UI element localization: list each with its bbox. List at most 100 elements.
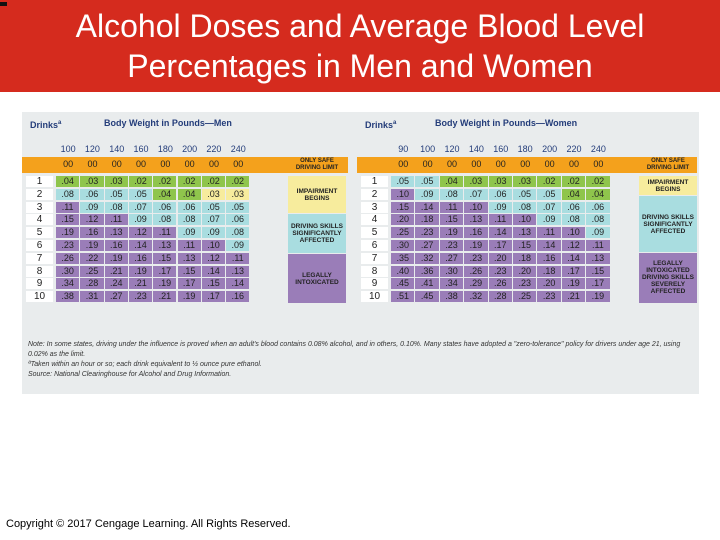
bac-table-panel: Drinksa Body Weight in Pounds—Men 100 120 14… [22,112,699,394]
bac-cell: .23 [464,252,488,264]
category-label: IMPAIRMENT BEGINS [639,176,697,196]
bac-cell: .08 [177,214,201,226]
bac-cell: .10 [561,227,586,239]
bac-cell: .04 [561,188,586,200]
bac-cell: .15 [177,265,201,277]
bac-cell: .02 [128,176,153,187]
title-line-2: Percentages in Men and Women [127,48,593,84]
bac-cell: .17 [561,265,586,277]
weight-value: 100 [60,144,76,154]
weight-value: 180 [157,144,173,154]
drinks-label: Drinks [365,120,394,130]
drink-count: 1 [26,176,53,187]
weight-value: 120 [84,144,100,154]
bac-cell: .02 [153,176,177,187]
bac-cell: .13 [464,214,488,226]
weight-value: 180 [517,144,533,154]
bac-cell: .19 [439,227,464,239]
bac-cell: .02 [177,176,201,187]
bac-cell: .15 [391,201,415,213]
bac-cell: .04 [56,176,80,187]
bac-cell: .11 [104,214,128,226]
bac-cell: .05 [226,201,250,213]
bac-cell: .06 [561,201,586,213]
weight-value: 140 [468,144,484,154]
band-value: 00 [593,159,604,169]
bac-cell: .15 [439,214,464,226]
footnote-text: ªTaken within an hour or so; each drink … [28,361,262,368]
bac-cell: .11 [586,240,610,251]
bac-cell: .09 [201,227,226,239]
bac-cell: .11 [177,240,201,251]
copyright-footer: Copyright © 2017 Cengage Learning. All R… [6,518,291,530]
bac-cell: .08 [586,214,610,226]
drink-count: 2 [361,188,388,200]
category-label: DRIVING SKILLS SIGNIFICANTLY AFFECTED [639,196,697,252]
bac-cell: .23 [56,240,80,251]
bac-cell: .19 [153,278,177,290]
weight-value: 200 [542,144,558,154]
bac-cell: .12 [201,252,226,264]
bac-cell: .41 [415,278,439,290]
band-value: 00 [184,159,195,169]
bac-cell: .09 [80,201,104,213]
bac-cell: .25 [80,265,104,277]
bac-cell: .08 [561,214,586,226]
bac-cell: .07 [128,201,153,213]
bac-cell: .16 [464,227,488,239]
bac-cell: .14 [128,240,153,251]
bac-cell: .07 [537,201,561,213]
bac-cell: .13 [104,227,128,239]
bac-cell: .20 [513,265,537,277]
band-value: 00 [422,159,433,169]
bac-cell: .19 [561,278,586,290]
drink-count: 10 [26,291,53,303]
bac-cell: .45 [391,278,415,290]
bac-cell: .32 [415,252,439,264]
bac-cell: .15 [153,252,177,264]
bac-cell: .32 [464,291,488,303]
bac-cell: .10 [391,188,415,200]
bac-cell: .06 [80,188,104,200]
safe-limit-label: ONLY SAFE DRIVING LIMIT [295,158,339,171]
bac-cell: .05 [104,188,128,200]
band-value: 00 [495,159,506,169]
safe-limit-band: 00 00 00 00 00 00 00 00 00 ONLY SAFE DRIVING LIMI… [357,157,697,173]
band-value: 00 [111,159,122,169]
weight-value: 140 [109,144,125,154]
bac-cell: .13 [177,252,201,264]
bac-cell: .10 [513,214,537,226]
bac-cell: .08 [56,188,80,200]
bac-cell: .02 [201,176,226,187]
bac-cell: .25 [391,227,415,239]
bac-cell: .51 [391,291,415,303]
bac-cell: .03 [201,188,226,200]
bac-cell: .03 [464,176,488,187]
bac-cell: .16 [104,240,128,251]
title-bar: Alcohol Doses and Average Blood Level Pe… [0,0,720,92]
drink-count: 6 [26,240,53,251]
corner-mark [0,2,7,6]
bac-cell: .26 [56,252,80,264]
band-value: 00 [568,159,579,169]
bac-cell: .40 [391,265,415,277]
category-label: IMPAIRMENT BEGINS [288,176,346,214]
bac-cell: .23 [439,240,464,251]
bac-cell: .02 [226,176,250,187]
bac-cell: .11 [439,201,464,213]
bac-cell: .31 [80,291,104,303]
bac-cell: .06 [153,201,177,213]
drink-count: 3 [26,201,53,213]
drinks-heading: Drinksa [365,112,396,134]
bac-cell: .06 [488,188,512,200]
bac-cell: .13 [226,265,250,277]
drink-count: 7 [26,252,53,264]
bac-cell: .04 [439,176,464,187]
bac-cell: .10 [464,201,488,213]
band-value: 00 [471,159,482,169]
drink-count: 4 [361,214,388,226]
weight-heading: Body Weight in Pounds—Women [435,118,578,128]
bac-cell: .38 [56,291,80,303]
band-value: 00 [233,159,244,169]
note-text: Note: In some states, driving under the … [28,341,681,358]
